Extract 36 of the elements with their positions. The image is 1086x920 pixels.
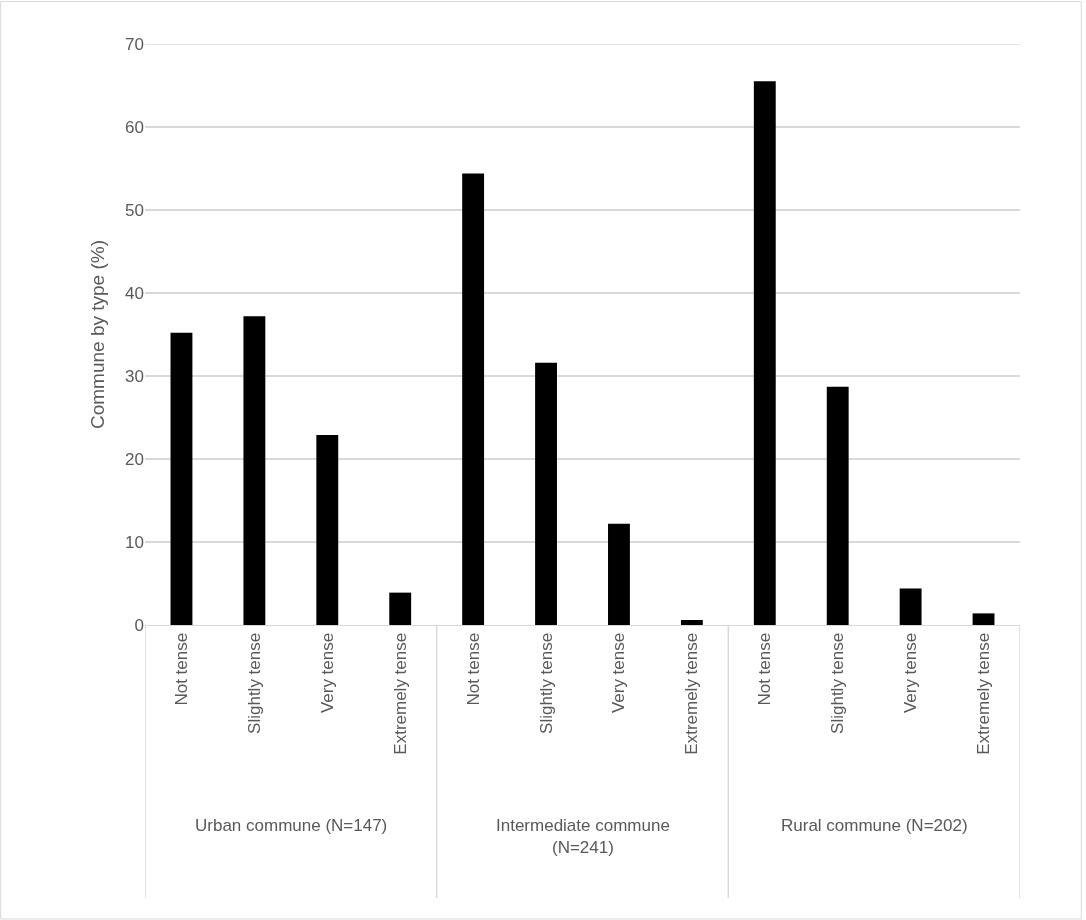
x-tick-label: Slightly tense	[244, 632, 264, 734]
x-tick-label: Extremely tense	[682, 632, 702, 755]
bar	[389, 592, 412, 625]
y-tick-label: 40	[125, 283, 144, 303]
bar	[608, 523, 630, 625]
x-tick-label: Extremely tense	[974, 632, 994, 755]
bar	[462, 173, 485, 625]
x-tick-label: Extremely tense	[390, 632, 410, 755]
bar	[826, 386, 849, 625]
bar	[170, 332, 193, 625]
y-axis-title: Commune by type (%)	[86, 239, 108, 430]
bar	[316, 434, 339, 625]
text: Rural commune (N=202)	[781, 816, 968, 835]
bar	[899, 588, 922, 625]
x-tick-label: Slightly tense	[828, 632, 848, 734]
bar	[972, 613, 995, 625]
x-tick-label: Slightly tense	[536, 632, 556, 734]
y-tick-label: 20	[125, 449, 144, 469]
x-tick-label: Not tense	[755, 632, 775, 706]
bar	[680, 620, 703, 625]
text: Intermediate commune (N=241)	[496, 816, 670, 858]
x-tick-label: Very tense	[317, 632, 337, 714]
x-tick-label: Not tense	[463, 632, 483, 706]
y-tick-label: 0	[134, 615, 144, 635]
y-tick-label: 50	[125, 200, 144, 220]
x-tick-label: Not tense	[171, 632, 191, 706]
bar	[753, 81, 776, 625]
y-tick-label: 10	[125, 532, 144, 552]
x-tick-label: Very tense	[609, 632, 629, 714]
x-tick-label: Very tense	[901, 632, 921, 714]
y-tick-label: 60	[125, 117, 144, 137]
y-tick-label: 30	[125, 366, 144, 386]
text: Urban commune (N=147)	[195, 816, 388, 835]
bar	[535, 362, 557, 625]
y-tick-label: 70	[125, 34, 144, 54]
bar	[243, 316, 266, 625]
